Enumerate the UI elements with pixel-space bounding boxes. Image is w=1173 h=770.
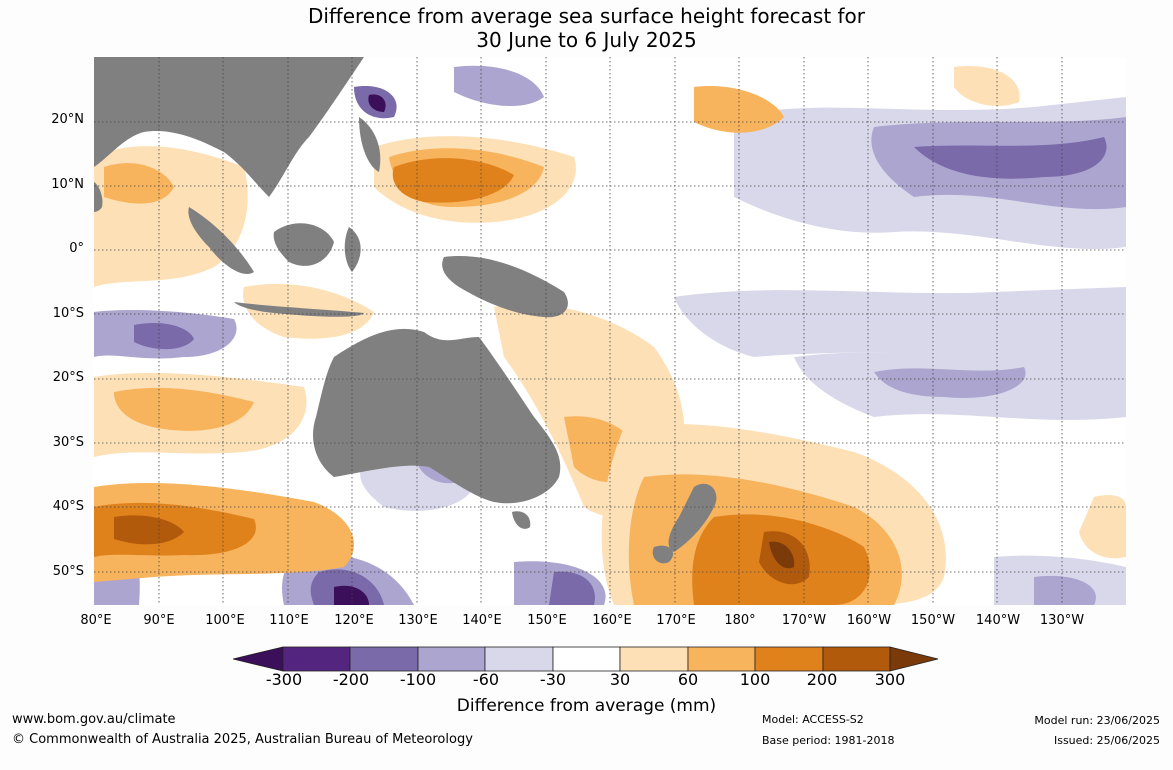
lon-label-140w: 140°W <box>975 613 1021 628</box>
footer-model: Model: ACCESS-S2 <box>762 713 864 726</box>
lon-label-130w: 130°W <box>1039 613 1085 628</box>
lon-label-140e: 140°E <box>462 613 502 628</box>
colorbar-tick: -60 <box>472 670 500 689</box>
colorbar-segment <box>619 646 689 672</box>
colorbar-tick: -30 <box>539 670 567 689</box>
lon-label-100e: 100°E <box>205 613 245 628</box>
lat-label-10s: 10°S <box>52 306 84 321</box>
footer-issued: Issued: 25/06/2025 <box>1053 734 1160 747</box>
colorbar-tick: 200 <box>806 670 838 689</box>
lat-label-20s: 20°S <box>52 370 84 385</box>
lat-label-10n: 10°N <box>51 177 84 192</box>
lat-label-20n: 20°N <box>51 112 84 127</box>
title-line-1: Difference from average sea surface heig… <box>307 4 866 28</box>
colorbar-tick: 30 <box>609 670 631 689</box>
title-line-2: 30 June to 6 July 2025 <box>476 28 697 52</box>
colorbar <box>233 646 939 672</box>
lon-label-150e: 150°E <box>527 613 567 628</box>
colorbar-segment <box>552 646 621 672</box>
lon-label-110e: 110°E <box>269 613 309 628</box>
lat-label-50s: 50°S <box>52 564 84 579</box>
map-panel <box>94 57 1126 605</box>
colorbar-tick: -200 <box>332 670 370 689</box>
lat-label-0: 0° <box>69 241 84 256</box>
colorbar-segment <box>822 646 891 672</box>
lon-label-160e: 160°E <box>592 613 632 628</box>
colorbar-tick: -300 <box>265 670 303 689</box>
lon-label-180: 180° <box>724 613 756 628</box>
negative-anomaly-regions <box>94 65 1126 605</box>
lon-label-170w: 170°W <box>781 613 827 628</box>
map-title: Difference from average sea surface heig… <box>0 4 1173 52</box>
lat-label-30s: 30°S <box>52 435 84 450</box>
lon-label-160w: 160°W <box>846 613 892 628</box>
graticule <box>94 57 1126 605</box>
lon-label-90e: 90°E <box>143 613 175 628</box>
colorbar-tick: 300 <box>874 670 906 689</box>
colorbar-segment <box>687 646 756 672</box>
positive-anomaly-regions <box>94 66 1126 605</box>
colorbar-segment <box>349 646 419 672</box>
lon-label-80e: 80°E <box>80 613 112 628</box>
footer-model-run: Model run: 23/06/2025 <box>1034 714 1160 727</box>
lon-label-120e: 120°E <box>334 613 374 628</box>
colorbar-segment <box>417 646 486 672</box>
colorbar-segment <box>754 646 824 672</box>
colorbar-segment <box>282 646 351 672</box>
lon-label-170e: 170°E <box>656 613 696 628</box>
colorbar-segment <box>889 646 939 672</box>
colorbar-segment <box>233 646 284 672</box>
lon-label-150w: 150°W <box>910 613 956 628</box>
colorbar-tick: 100 <box>739 670 771 689</box>
footer-url[interactable]: www.bom.gov.au/climate <box>12 712 176 727</box>
colorbar-title: Difference from average (mm) <box>456 696 717 716</box>
footer-copyright: © Commonwealth of Australia 2025, Austra… <box>12 732 473 747</box>
land-masses <box>94 57 717 564</box>
colorbar-segment <box>484 646 554 672</box>
colorbar-tick: -100 <box>399 670 437 689</box>
lat-label-40s: 40°S <box>52 499 84 514</box>
footer-base-period: Base period: 1981-2018 <box>762 734 895 747</box>
anomaly-map <box>94 57 1126 605</box>
lon-label-130e: 130°E <box>398 613 438 628</box>
colorbar-tick: 60 <box>677 670 699 689</box>
